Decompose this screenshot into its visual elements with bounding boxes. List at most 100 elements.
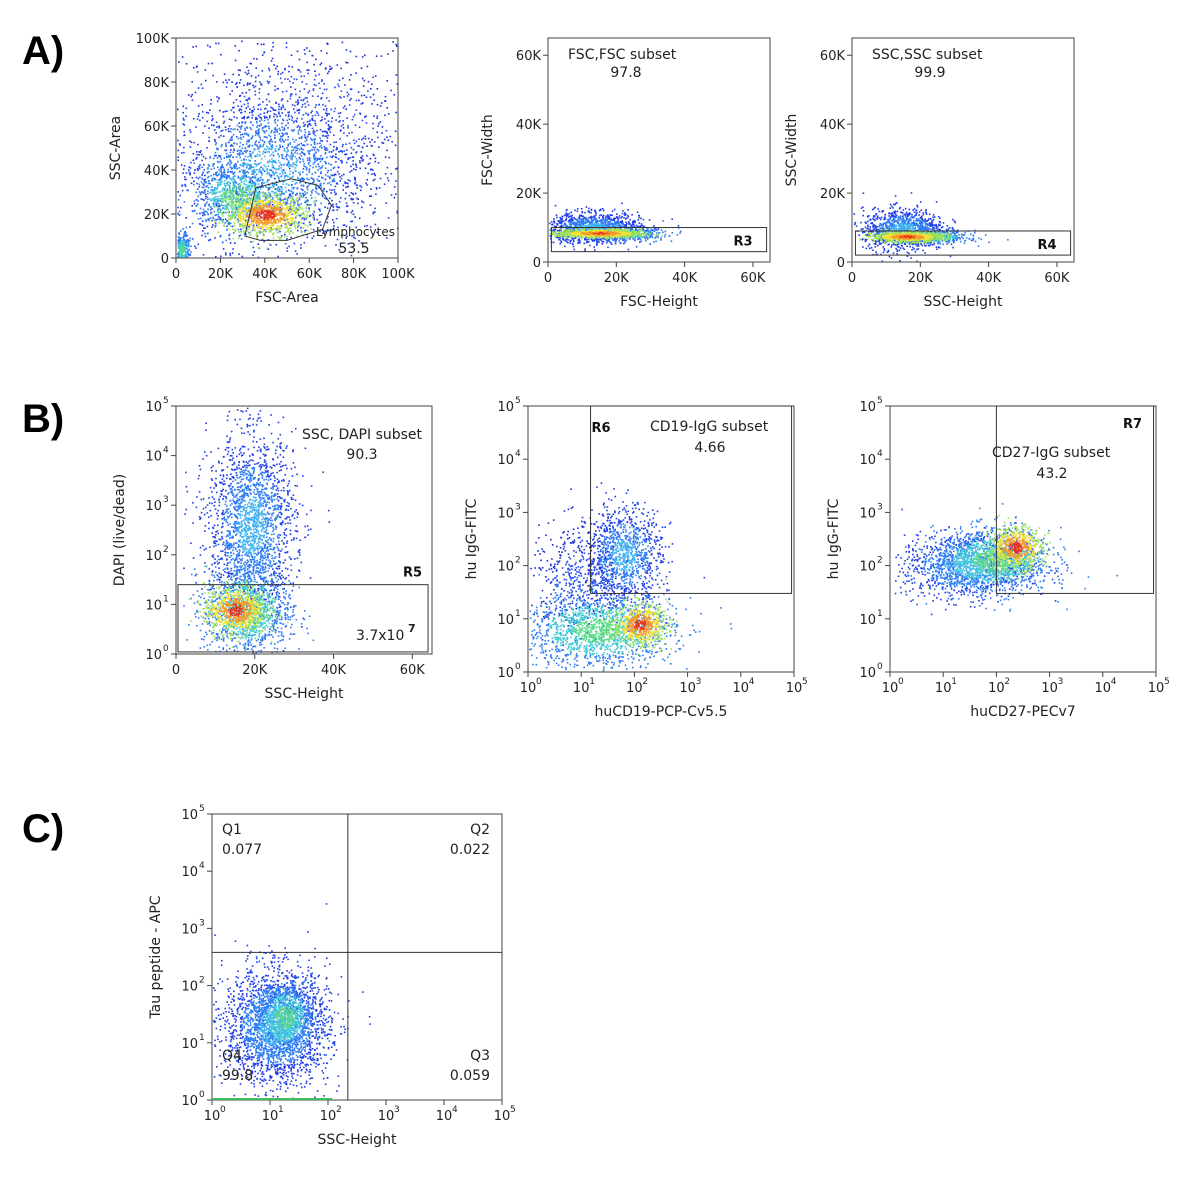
event-dot [218, 174, 220, 176]
event-dot [329, 66, 331, 68]
event-dot [241, 238, 243, 240]
event-dot [295, 228, 297, 230]
event-dot [612, 219, 614, 221]
event-dot [296, 118, 298, 120]
event-dot [386, 107, 388, 109]
event-dot [302, 208, 304, 210]
event-dot [229, 205, 231, 207]
event-dot [281, 136, 283, 138]
event-dot [238, 253, 240, 255]
event-dot [230, 145, 232, 147]
event-dot [318, 114, 320, 116]
event-dot [318, 176, 320, 178]
event-dot [240, 209, 242, 211]
event-dot [573, 246, 575, 248]
event-dot [256, 121, 258, 123]
event-dot [299, 174, 301, 176]
event-dot [286, 47, 288, 49]
event-dot [296, 212, 298, 214]
event-dot [266, 198, 268, 200]
event-dot [263, 52, 265, 54]
event-dot [232, 248, 234, 250]
event-dot [259, 88, 261, 90]
event-dot [290, 217, 292, 219]
event-dot [306, 62, 308, 64]
event-dot [296, 147, 298, 149]
event-dot [234, 142, 236, 144]
event-dot [274, 120, 276, 122]
event-dot [310, 224, 312, 226]
event-dot [340, 112, 342, 114]
event-dot [230, 138, 232, 140]
event-dot [186, 172, 188, 174]
event-dot [282, 119, 284, 121]
event-dot [298, 221, 300, 223]
event-dot [233, 176, 235, 178]
event-dot [387, 177, 389, 179]
event-dot [269, 70, 271, 72]
event-dot [251, 177, 253, 179]
event-dot [307, 73, 309, 75]
event-dot [274, 211, 276, 213]
event-dot [239, 70, 241, 72]
event-dot [207, 172, 209, 174]
event-dot [272, 191, 274, 193]
event-dot [239, 167, 241, 169]
event-dot [299, 126, 301, 128]
event-dot [369, 195, 371, 197]
event-dot [315, 152, 317, 154]
event-dot [201, 154, 203, 156]
event-dot [313, 215, 315, 217]
event-dot [277, 223, 279, 225]
event-dot [311, 118, 313, 120]
event-dot [345, 62, 347, 64]
event-dot [246, 117, 248, 119]
event-dot [243, 216, 245, 218]
event-dot [249, 98, 251, 100]
event-dot [395, 131, 397, 133]
event-dot [315, 191, 317, 193]
event-dot [313, 229, 315, 231]
event-dot [267, 193, 269, 195]
event-dot [263, 235, 265, 237]
event-dot [314, 120, 316, 122]
event-dot [180, 254, 182, 256]
event-dot [639, 222, 641, 224]
event-dot [304, 88, 306, 90]
event-dot [295, 209, 297, 211]
event-dot [603, 219, 605, 221]
event-dot [221, 198, 223, 200]
event-dot [371, 145, 373, 147]
event-dot [210, 99, 212, 101]
event-dot [372, 213, 374, 215]
event-dot [268, 209, 270, 211]
event-dot [327, 170, 329, 172]
event-dot [364, 116, 366, 118]
event-dot [290, 158, 292, 160]
event-dot [268, 165, 270, 167]
event-dot [183, 238, 185, 240]
event-dot [233, 206, 235, 208]
event-dot [298, 144, 300, 146]
event-dot [277, 195, 279, 197]
event-dot [371, 83, 373, 85]
event-dot [202, 215, 204, 217]
event-dot [303, 165, 305, 167]
event-dot [219, 198, 221, 200]
event-dot [230, 218, 232, 220]
event-dot [226, 150, 228, 152]
event-dot [230, 128, 232, 130]
event-dot [303, 217, 305, 219]
event-dot [287, 145, 289, 147]
event-dot [292, 66, 294, 68]
event-dot [216, 96, 218, 98]
event-dot [276, 189, 278, 191]
event-dot [286, 151, 288, 153]
event-dot [266, 137, 268, 139]
event-dot [255, 94, 257, 96]
event-dot [220, 170, 222, 172]
event-dot [246, 66, 248, 68]
event-dot [249, 112, 251, 114]
event-dot [245, 147, 247, 149]
